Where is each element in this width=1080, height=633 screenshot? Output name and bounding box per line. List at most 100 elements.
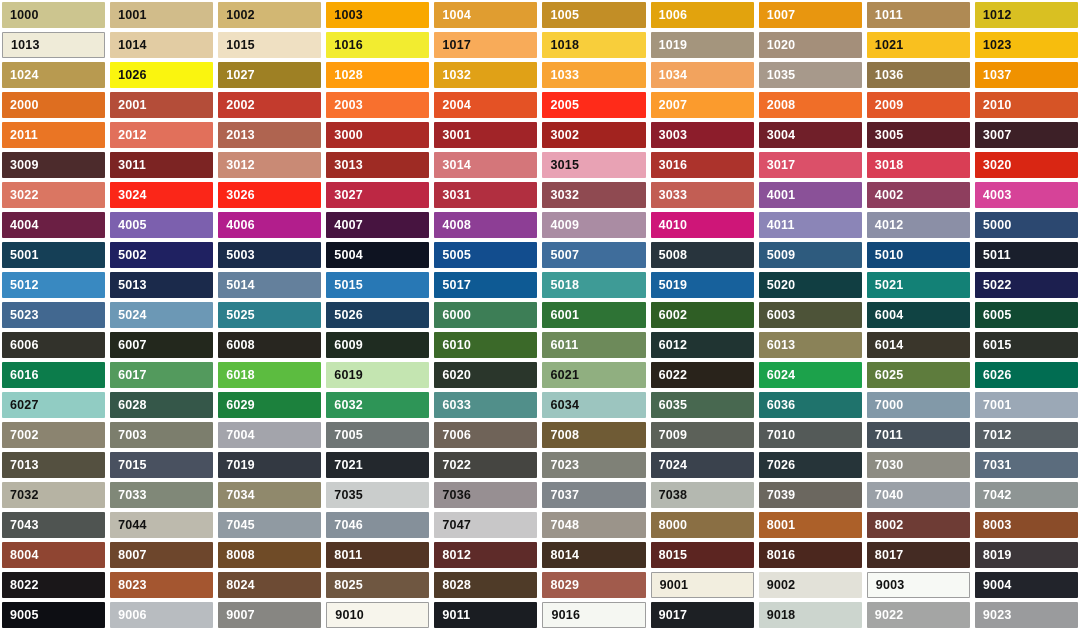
ral-swatch-8007[interactable]: 8007: [110, 542, 214, 568]
ral-swatch-6035[interactable]: 6035: [650, 392, 754, 418]
ral-swatch-3003[interactable]: 3003: [650, 122, 754, 148]
ral-swatch-8000[interactable]: 8000: [650, 512, 754, 538]
ral-swatch-7046[interactable]: 7046: [326, 512, 430, 538]
ral-swatch-1027[interactable]: 1027: [218, 62, 322, 88]
ral-swatch-1005[interactable]: 1005: [542, 2, 646, 28]
ral-swatch-3032[interactable]: 3032: [542, 182, 646, 208]
ral-swatch-4006[interactable]: 4006: [218, 212, 322, 238]
ral-swatch-8015[interactable]: 8015: [650, 542, 754, 568]
ral-swatch-5002[interactable]: 5002: [110, 242, 214, 268]
ral-swatch-7000[interactable]: 7000: [866, 392, 970, 418]
ral-swatch-5021[interactable]: 5021: [866, 272, 970, 298]
ral-swatch-7035[interactable]: 7035: [326, 482, 430, 508]
ral-swatch-6024[interactable]: 6024: [758, 362, 862, 388]
ral-swatch-7044[interactable]: 7044: [110, 512, 214, 538]
ral-swatch-4007[interactable]: 4007: [326, 212, 430, 238]
ral-swatch-7009[interactable]: 7009: [650, 422, 754, 448]
ral-swatch-1023[interactable]: 1023: [974, 32, 1078, 58]
ral-swatch-6005[interactable]: 6005: [974, 302, 1078, 328]
ral-swatch-3022[interactable]: 3022: [2, 182, 106, 208]
ral-swatch-5017[interactable]: 5017: [434, 272, 538, 298]
ral-swatch-6026[interactable]: 6026: [974, 362, 1078, 388]
ral-swatch-9017[interactable]: 9017: [650, 602, 754, 628]
ral-swatch-8011[interactable]: 8011: [326, 542, 430, 568]
ral-swatch-1015[interactable]: 1015: [218, 32, 322, 58]
ral-swatch-1004[interactable]: 1004: [434, 2, 538, 28]
ral-swatch-7030[interactable]: 7030: [866, 452, 970, 478]
ral-swatch-3024[interactable]: 3024: [110, 182, 214, 208]
ral-swatch-5023[interactable]: 5023: [2, 302, 106, 328]
ral-swatch-1020[interactable]: 1020: [758, 32, 862, 58]
ral-swatch-1003[interactable]: 1003: [326, 2, 430, 28]
ral-swatch-3005[interactable]: 3005: [866, 122, 970, 148]
ral-swatch-8019[interactable]: 8019: [974, 542, 1078, 568]
ral-swatch-5005[interactable]: 5005: [434, 242, 538, 268]
ral-swatch-7015[interactable]: 7015: [110, 452, 214, 478]
ral-swatch-2001[interactable]: 2001: [110, 92, 214, 118]
ral-swatch-1019[interactable]: 1019: [650, 32, 754, 58]
ral-swatch-6019[interactable]: 6019: [326, 362, 430, 388]
ral-swatch-7037[interactable]: 7037: [542, 482, 646, 508]
ral-swatch-6009[interactable]: 6009: [326, 332, 430, 358]
ral-swatch-3015[interactable]: 3015: [542, 152, 646, 178]
ral-swatch-1026[interactable]: 1026: [110, 62, 214, 88]
ral-swatch-7008[interactable]: 7008: [542, 422, 646, 448]
ral-swatch-4004[interactable]: 4004: [2, 212, 106, 238]
ral-swatch-4002[interactable]: 4002: [866, 182, 970, 208]
ral-swatch-7040[interactable]: 7040: [866, 482, 970, 508]
ral-swatch-6033[interactable]: 6033: [434, 392, 538, 418]
ral-swatch-6018[interactable]: 6018: [218, 362, 322, 388]
ral-swatch-8028[interactable]: 8028: [434, 572, 538, 598]
ral-swatch-6000[interactable]: 6000: [434, 302, 538, 328]
ral-swatch-6004[interactable]: 6004: [866, 302, 970, 328]
ral-swatch-3014[interactable]: 3014: [434, 152, 538, 178]
ral-swatch-9004[interactable]: 9004: [974, 572, 1078, 598]
ral-swatch-1016[interactable]: 1016: [326, 32, 430, 58]
ral-swatch-3033[interactable]: 3033: [650, 182, 754, 208]
ral-swatch-1007[interactable]: 1007: [758, 2, 862, 28]
ral-swatch-9005[interactable]: 9005: [2, 602, 106, 628]
ral-swatch-6011[interactable]: 6011: [542, 332, 646, 358]
ral-swatch-4008[interactable]: 4008: [434, 212, 538, 238]
ral-swatch-2000[interactable]: 2000: [2, 92, 106, 118]
ral-swatch-1002[interactable]: 1002: [218, 2, 322, 28]
ral-swatch-7013[interactable]: 7013: [2, 452, 106, 478]
ral-swatch-8004[interactable]: 8004: [2, 542, 106, 568]
ral-swatch-2011[interactable]: 2011: [2, 122, 106, 148]
ral-swatch-5014[interactable]: 5014: [218, 272, 322, 298]
ral-swatch-3011[interactable]: 3011: [110, 152, 214, 178]
ral-swatch-8029[interactable]: 8029: [542, 572, 646, 598]
ral-swatch-8008[interactable]: 8008: [218, 542, 322, 568]
ral-swatch-6017[interactable]: 6017: [110, 362, 214, 388]
ral-swatch-3016[interactable]: 3016: [650, 152, 754, 178]
ral-swatch-3017[interactable]: 3017: [758, 152, 862, 178]
ral-swatch-3004[interactable]: 3004: [758, 122, 862, 148]
ral-swatch-8022[interactable]: 8022: [2, 572, 106, 598]
ral-swatch-8001[interactable]: 8001: [758, 512, 862, 538]
ral-swatch-5008[interactable]: 5008: [650, 242, 754, 268]
ral-swatch-1006[interactable]: 1006: [650, 2, 754, 28]
ral-swatch-4010[interactable]: 4010: [650, 212, 754, 238]
ral-swatch-6034[interactable]: 6034: [542, 392, 646, 418]
ral-swatch-1014[interactable]: 1014: [110, 32, 214, 58]
ral-swatch-3020[interactable]: 3020: [974, 152, 1078, 178]
ral-swatch-5003[interactable]: 5003: [218, 242, 322, 268]
ral-swatch-3009[interactable]: 3009: [2, 152, 106, 178]
ral-swatch-8014[interactable]: 8014: [542, 542, 646, 568]
ral-swatch-2013[interactable]: 2013: [218, 122, 322, 148]
ral-swatch-2010[interactable]: 2010: [974, 92, 1078, 118]
ral-swatch-9011[interactable]: 9011: [434, 602, 538, 628]
ral-swatch-5004[interactable]: 5004: [326, 242, 430, 268]
ral-swatch-8025[interactable]: 8025: [326, 572, 430, 598]
ral-swatch-6002[interactable]: 6002: [650, 302, 754, 328]
ral-swatch-1021[interactable]: 1021: [866, 32, 970, 58]
ral-swatch-9003[interactable]: 9003: [866, 572, 970, 598]
ral-swatch-3001[interactable]: 3001: [434, 122, 538, 148]
ral-swatch-3007[interactable]: 3007: [974, 122, 1078, 148]
ral-swatch-7024[interactable]: 7024: [650, 452, 754, 478]
ral-swatch-7031[interactable]: 7031: [974, 452, 1078, 478]
ral-swatch-1011[interactable]: 1011: [866, 2, 970, 28]
ral-swatch-3026[interactable]: 3026: [218, 182, 322, 208]
ral-swatch-6015[interactable]: 6015: [974, 332, 1078, 358]
ral-swatch-1034[interactable]: 1034: [650, 62, 754, 88]
